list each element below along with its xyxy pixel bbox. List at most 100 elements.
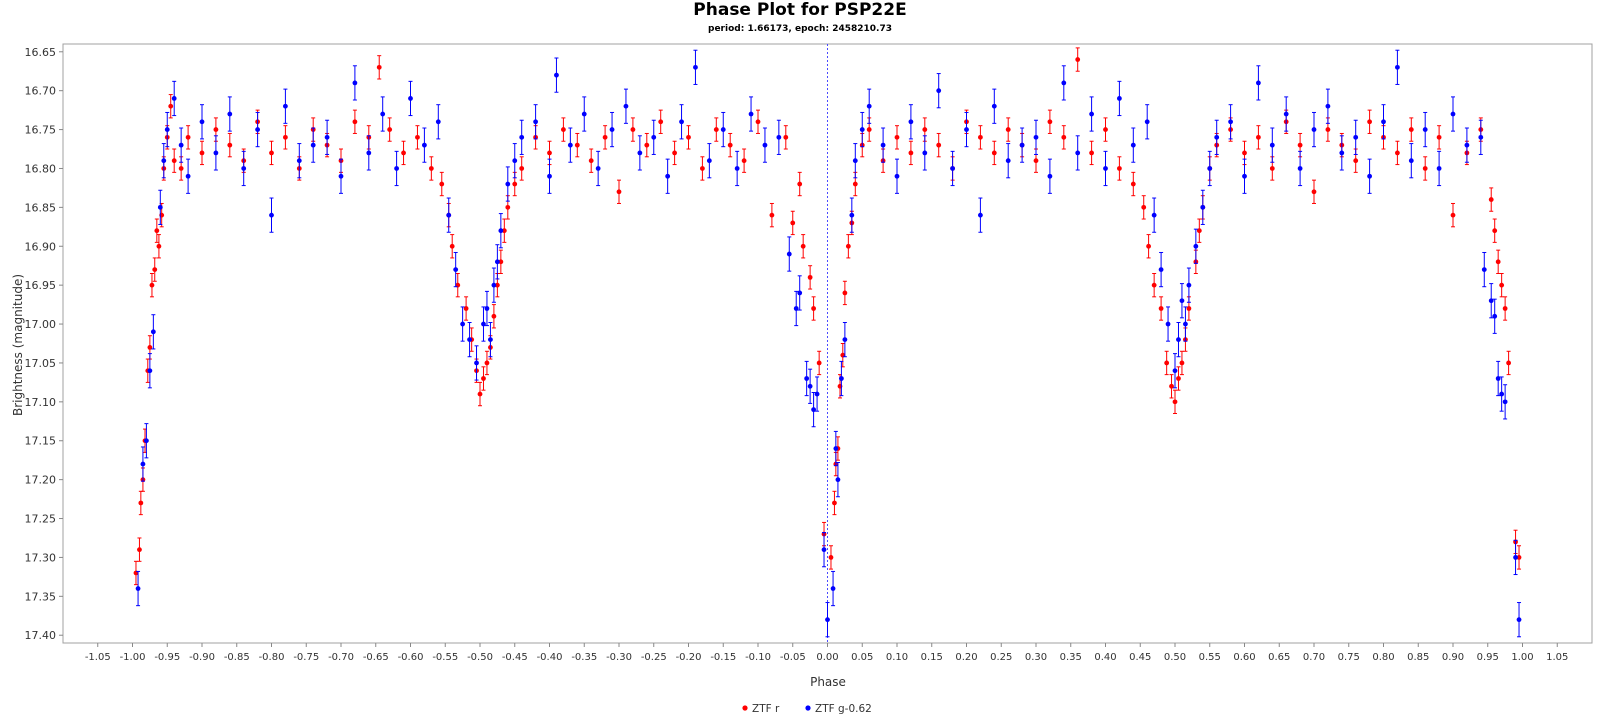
x-tick-label: 0.75 <box>1338 652 1360 663</box>
data-point <box>1436 134 1442 140</box>
data-point <box>161 158 167 164</box>
data-point <box>679 119 684 125</box>
data-point <box>1339 150 1345 156</box>
data-point <box>135 586 141 591</box>
x-tick-label: -0.25 <box>641 652 667 663</box>
x-tick-label: -0.85 <box>224 652 250 663</box>
y-tick-label: 16.65 <box>25 46 57 59</box>
data-point <box>1089 111 1094 117</box>
x-tick-label: -0.95 <box>154 652 180 663</box>
y-tick-label: 17.15 <box>25 435 57 448</box>
data-point <box>672 150 677 156</box>
x-tick-label: 0.05 <box>851 652 873 663</box>
data-point <box>505 181 511 187</box>
data-point <box>474 360 479 366</box>
data-point <box>1464 142 1470 148</box>
data-point <box>505 204 511 210</box>
data-point <box>1311 127 1317 132</box>
data-point <box>734 166 740 171</box>
data-point <box>1436 166 1442 171</box>
data-point <box>832 500 837 506</box>
data-point <box>1200 204 1206 210</box>
data-point <box>797 181 803 187</box>
data-point <box>991 150 997 156</box>
data-point <box>1422 127 1428 132</box>
data-point <box>693 64 698 70</box>
data-point <box>401 150 406 156</box>
data-point <box>894 134 900 140</box>
x-tick-label: 0.00 <box>816 652 838 663</box>
data-point <box>950 166 955 171</box>
data-point <box>185 173 191 179</box>
data-point <box>137 547 142 553</box>
data-point <box>164 127 170 132</box>
data-point <box>644 142 650 148</box>
data-point <box>816 360 822 366</box>
data-point <box>150 329 156 335</box>
x-tick-label: 0.35 <box>1060 652 1082 663</box>
data-point <box>922 127 928 132</box>
data-point <box>446 212 452 218</box>
data-point <box>178 166 184 171</box>
x-tick-label: 0.90 <box>1442 652 1464 663</box>
data-point <box>1492 228 1498 234</box>
x-tick-label: 1.00 <box>1511 652 1533 663</box>
data-point <box>283 134 288 140</box>
data-point <box>651 134 657 140</box>
x-tick-label: -0.35 <box>571 652 597 663</box>
data-point <box>366 150 372 156</box>
data-point <box>428 166 434 171</box>
data-point <box>422 142 427 148</box>
data-point <box>978 134 983 140</box>
x-tick-label: -0.65 <box>363 652 389 663</box>
data-point <box>533 119 538 125</box>
x-tick-label: -0.15 <box>710 652 736 663</box>
data-point <box>394 166 399 171</box>
x-tick-label: -1.00 <box>120 652 146 663</box>
data-point <box>1169 383 1174 389</box>
data-point <box>498 228 504 234</box>
x-tick-label: -0.55 <box>432 652 458 663</box>
data-point <box>811 407 816 413</box>
data-point <box>1172 399 1178 405</box>
x-tick-label: 0.80 <box>1372 652 1394 663</box>
data-point <box>1269 166 1275 171</box>
data-point <box>839 376 844 381</box>
x-tick-label: -0.45 <box>502 652 528 663</box>
data-point <box>491 313 497 319</box>
data-point <box>1242 150 1247 156</box>
data-point <box>964 127 969 132</box>
legend-label-ztf-g: ZTF g-0.62 <box>815 703 872 715</box>
data-point <box>199 150 205 156</box>
data-point <box>501 228 507 234</box>
data-point <box>1492 313 1498 319</box>
data-point <box>852 181 858 187</box>
data-point <box>845 243 851 249</box>
data-point <box>1103 166 1108 171</box>
data-point <box>481 376 486 381</box>
data-point <box>588 158 594 164</box>
data-point <box>783 134 789 140</box>
data-point <box>352 119 358 125</box>
x-axis: -1.05 -1.00 -0.95 -0.90 -0.85 -0.80 -0.75 -0.70… <box>85 643 1568 663</box>
data-point <box>1256 80 1261 86</box>
data-point <box>1005 158 1011 164</box>
data-point <box>241 166 247 171</box>
x-tick-label: 0.15 <box>921 652 943 663</box>
x-tick-label: 0.20 <box>955 652 977 663</box>
data-point <box>157 204 163 210</box>
x-tick-label: 1.05 <box>1546 652 1568 663</box>
data-point <box>804 376 810 381</box>
data-point <box>1450 212 1456 218</box>
data-point <box>609 127 615 132</box>
data-point <box>1353 134 1359 140</box>
data-point <box>1158 267 1164 272</box>
data-point <box>825 617 830 623</box>
x-tick-label: -0.05 <box>780 652 806 663</box>
data-point <box>1075 57 1081 62</box>
x-tick-label: 0.45 <box>1129 652 1151 663</box>
data-point <box>574 142 580 148</box>
y-tick-label: 17.30 <box>25 551 57 564</box>
y-tick-label: 16.95 <box>25 279 57 292</box>
x-tick-label: -0.50 <box>467 652 493 663</box>
